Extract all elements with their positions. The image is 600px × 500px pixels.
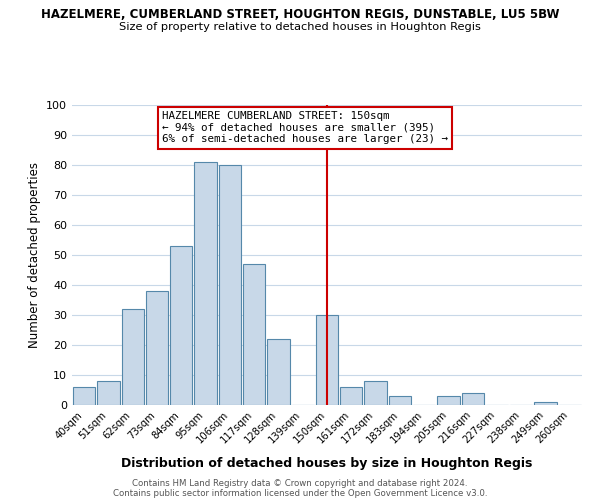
Bar — [389, 396, 411, 405]
Text: Contains HM Land Registry data © Crown copyright and database right 2024.: Contains HM Land Registry data © Crown c… — [132, 478, 468, 488]
Bar — [73, 387, 95, 405]
Bar — [316, 315, 338, 405]
X-axis label: Distribution of detached houses by size in Houghton Regis: Distribution of detached houses by size … — [121, 456, 533, 469]
Bar — [97, 381, 119, 405]
Text: Contains public sector information licensed under the Open Government Licence v3: Contains public sector information licen… — [113, 488, 487, 498]
Bar — [267, 339, 290, 405]
Bar — [437, 396, 460, 405]
Bar — [340, 387, 362, 405]
Text: HAZELMERE, CUMBERLAND STREET, HOUGHTON REGIS, DUNSTABLE, LU5 5BW: HAZELMERE, CUMBERLAND STREET, HOUGHTON R… — [41, 8, 559, 20]
Bar — [364, 381, 387, 405]
Text: HAZELMERE CUMBERLAND STREET: 150sqm
← 94% of detached houses are smaller (395)
6: HAZELMERE CUMBERLAND STREET: 150sqm ← 94… — [162, 111, 448, 144]
Bar — [122, 309, 144, 405]
Bar — [461, 393, 484, 405]
Bar — [146, 291, 168, 405]
Bar — [535, 402, 557, 405]
Bar — [170, 246, 193, 405]
Bar — [194, 162, 217, 405]
Bar — [243, 264, 265, 405]
Bar — [218, 165, 241, 405]
Y-axis label: Number of detached properties: Number of detached properties — [28, 162, 41, 348]
Text: Size of property relative to detached houses in Houghton Regis: Size of property relative to detached ho… — [119, 22, 481, 32]
